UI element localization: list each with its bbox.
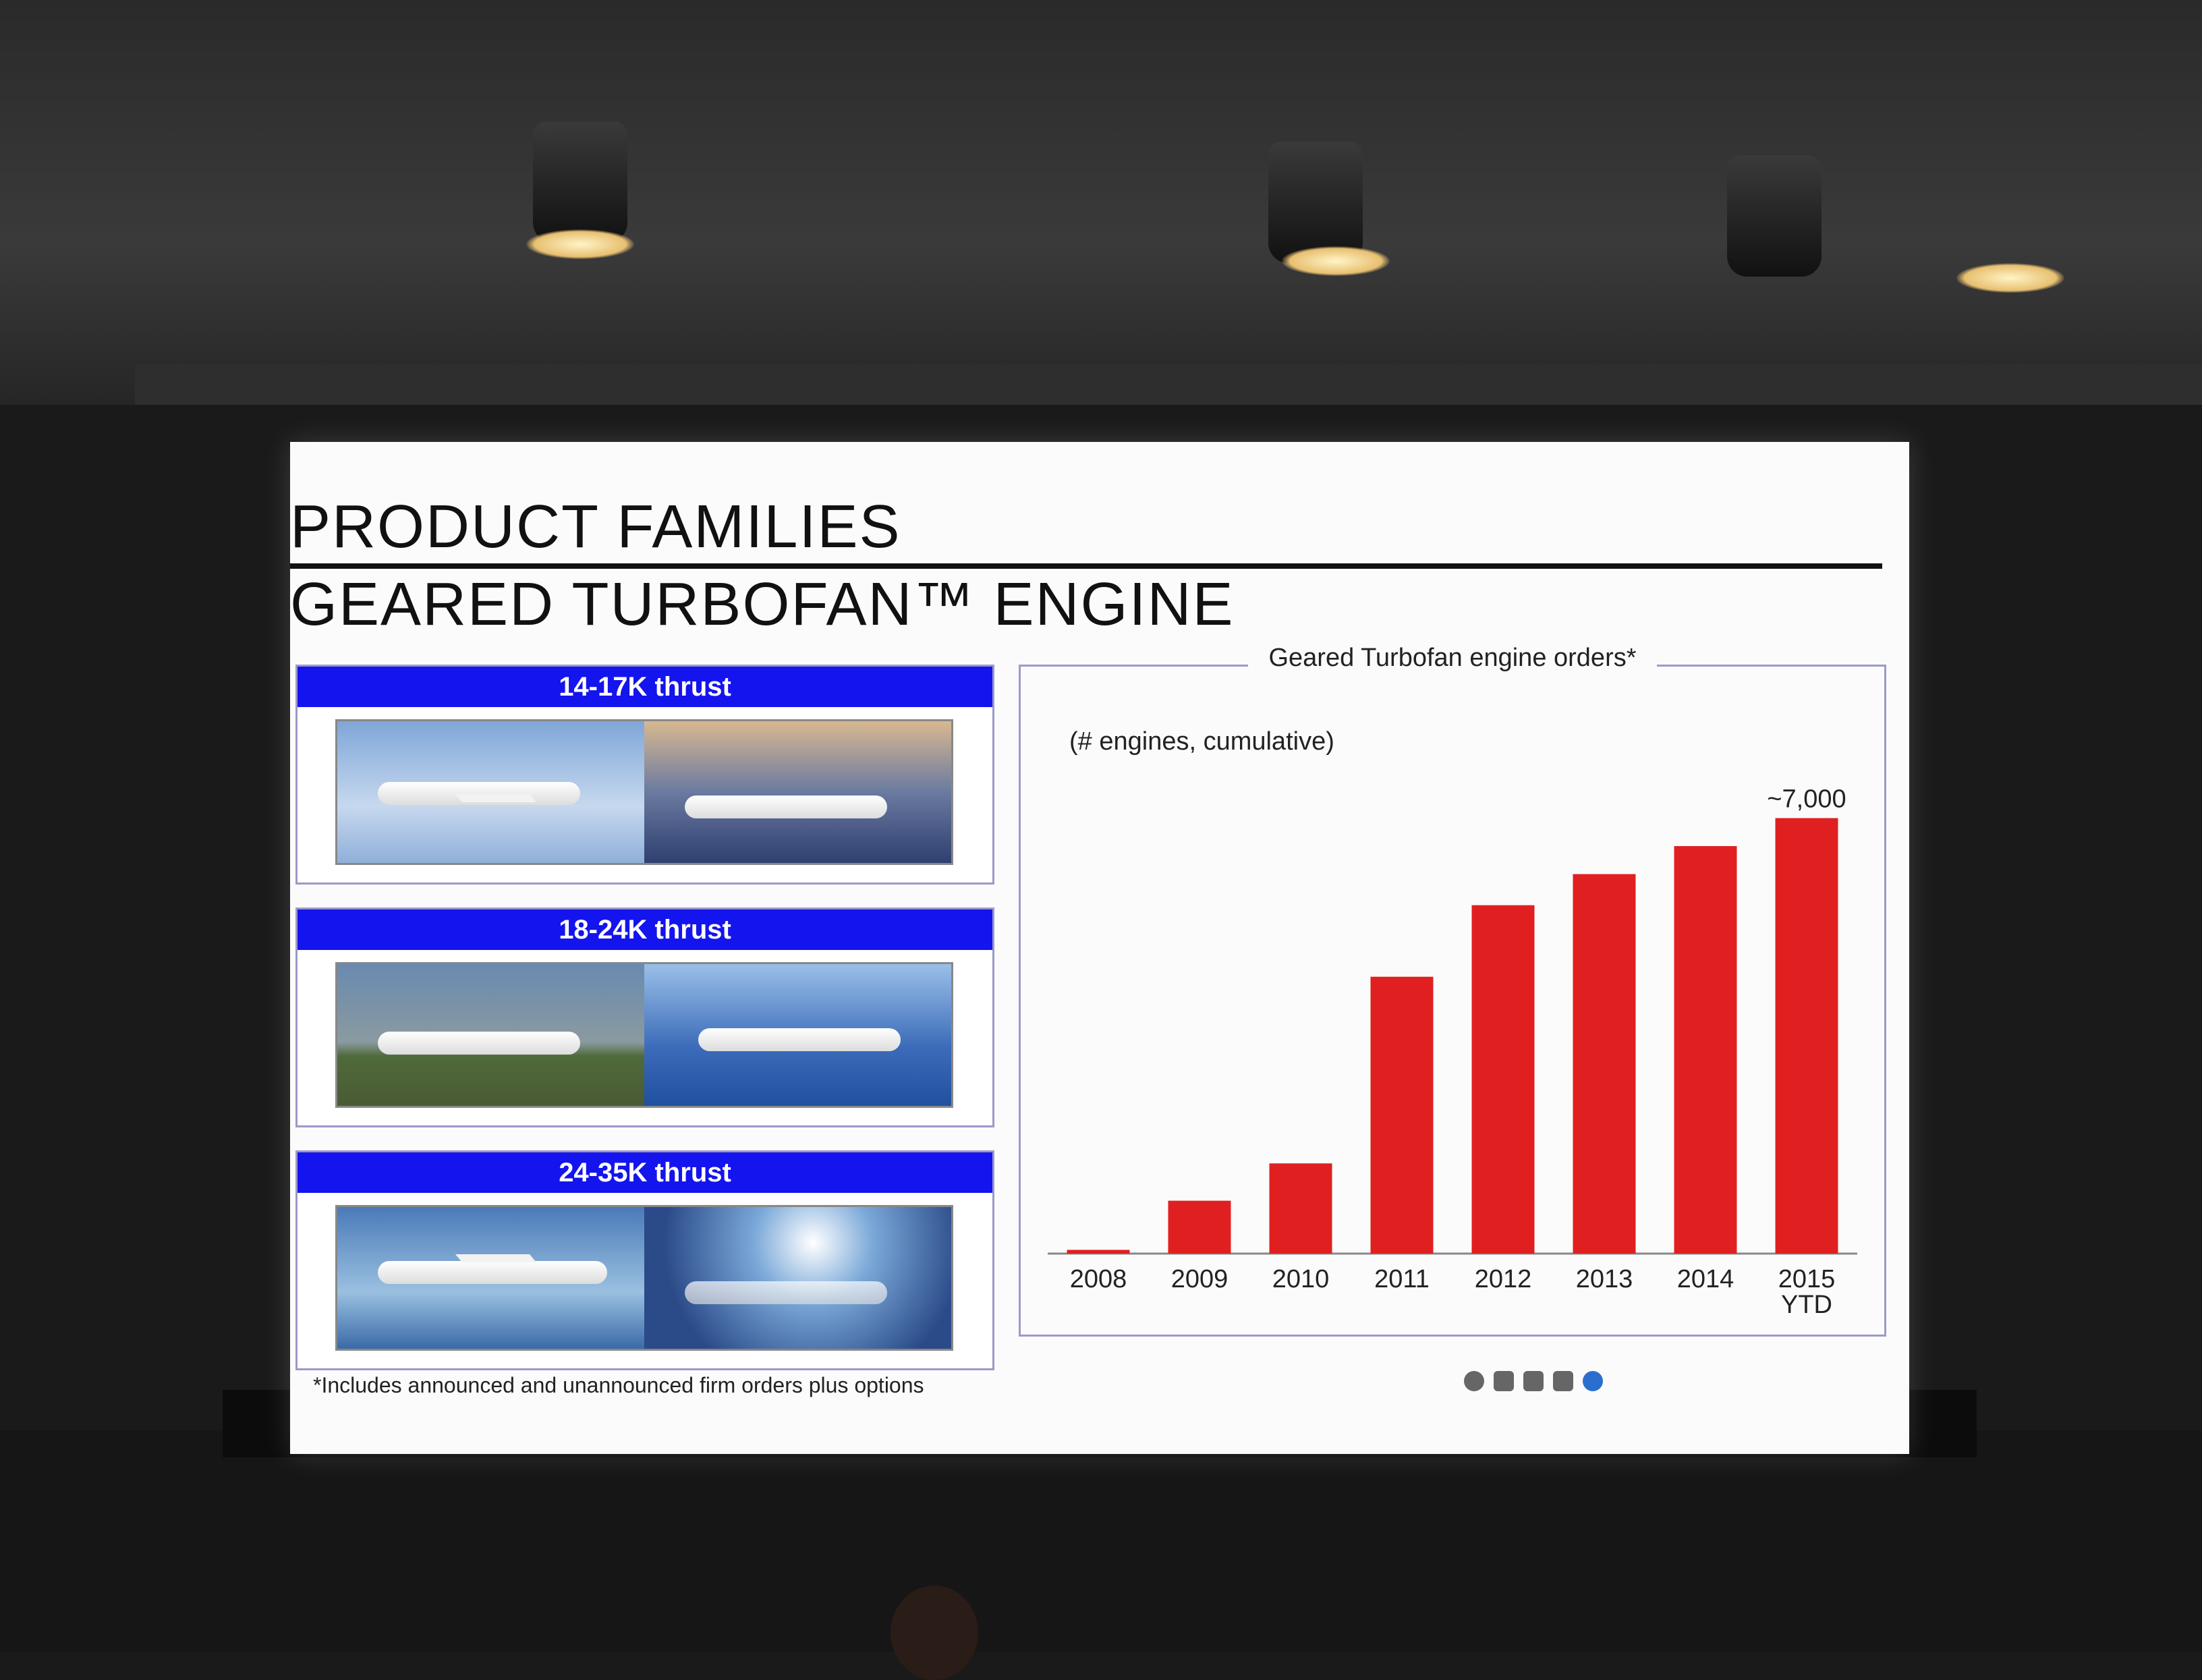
x-tick-label: YTD	[1781, 1291, 1832, 1319]
family-header: 14-17K thrust	[298, 667, 992, 707]
spotlight	[1727, 155, 1822, 277]
wing-shape	[455, 1254, 537, 1262]
stop-icon[interactable]	[1523, 1371, 1544, 1391]
presentation-controls	[1464, 1366, 1653, 1396]
aircraft-photos	[335, 962, 953, 1108]
x-tick-label: 2012	[1475, 1265, 1532, 1293]
bar-3	[1370, 976, 1434, 1254]
ceiling-edge	[135, 364, 2202, 405]
family-header: 24-35K thrust	[298, 1152, 992, 1193]
audience-head	[891, 1586, 978, 1680]
aircraft-photos	[335, 719, 953, 865]
x-tick-label: 2011	[1374, 1265, 1430, 1293]
pause-icon[interactable]	[1494, 1371, 1514, 1391]
spotlight-glow	[1956, 263, 2064, 293]
plane-shape	[698, 1028, 901, 1051]
aircraft-photo	[337, 1207, 644, 1349]
wing-shape	[455, 794, 537, 802]
spotlight	[533, 121, 627, 243]
plane-shape	[378, 1032, 580, 1055]
projection-screen: PRODUCT FAMILIES GEARED TURBOFAN™ ENGINE…	[290, 442, 1909, 1454]
bar-1	[1168, 1200, 1231, 1254]
slide-title: PRODUCT FAMILIES	[290, 493, 901, 561]
bar-7	[1775, 818, 1838, 1254]
family-header: 18-24K thrust	[298, 909, 992, 950]
app-logo-icon[interactable]	[1583, 1371, 1603, 1391]
bar-2	[1269, 1163, 1332, 1254]
x-tick-label: 2014	[1677, 1265, 1734, 1293]
pen-icon[interactable]	[1553, 1371, 1573, 1391]
record-icon[interactable]	[1464, 1371, 1484, 1391]
aircraft-photos	[335, 1205, 953, 1351]
spotlight-glow	[526, 229, 634, 259]
spotlight-glow	[1282, 246, 1390, 276]
data-label: ~7,000	[1767, 785, 1846, 814]
footnote: *Includes announced and unannounced firm…	[313, 1373, 924, 1397]
bar-0	[1067, 1250, 1130, 1254]
x-tick-label: 2009	[1171, 1265, 1229, 1293]
bar-6	[1674, 846, 1737, 1254]
plane-shape	[685, 795, 887, 818]
spotlight	[1268, 142, 1363, 263]
x-tick-label: 2008	[1070, 1265, 1127, 1293]
product-family-1: 14-17K thrust	[295, 665, 994, 885]
orders-chart: Geared Turbofan engine orders* (# engine…	[1019, 644, 1886, 1337]
room-floor	[0, 1430, 2202, 1652]
aircraft-photo	[644, 721, 951, 863]
bar-5	[1573, 874, 1636, 1254]
aircraft-photo	[337, 964, 644, 1106]
plane-shape	[685, 1281, 887, 1304]
aircraft-photo	[644, 964, 951, 1106]
bar-4	[1471, 905, 1535, 1254]
x-tick-label: 2015	[1778, 1265, 1836, 1293]
product-family-2: 18-24K thrust	[295, 907, 994, 1127]
chart-title: Geared Turbofan engine orders*	[1021, 644, 1884, 673]
title-divider	[290, 563, 1882, 569]
x-tick-label: 2010	[1272, 1265, 1330, 1293]
product-family-3: 24-35K thrust	[295, 1150, 994, 1370]
chart-title-text: Geared Turbofan engine orders*	[1248, 644, 1657, 672]
x-tick-label: 2013	[1576, 1265, 1633, 1293]
slide-subtitle: GEARED TURBOFAN™ ENGINE	[290, 571, 1235, 638]
aircraft-photo	[337, 721, 644, 863]
aircraft-photo	[644, 1207, 951, 1349]
plane-shape	[378, 1261, 607, 1284]
ceiling	[0, 0, 2202, 405]
chart-subtitle: (# engines, cumulative)	[1069, 727, 1334, 756]
